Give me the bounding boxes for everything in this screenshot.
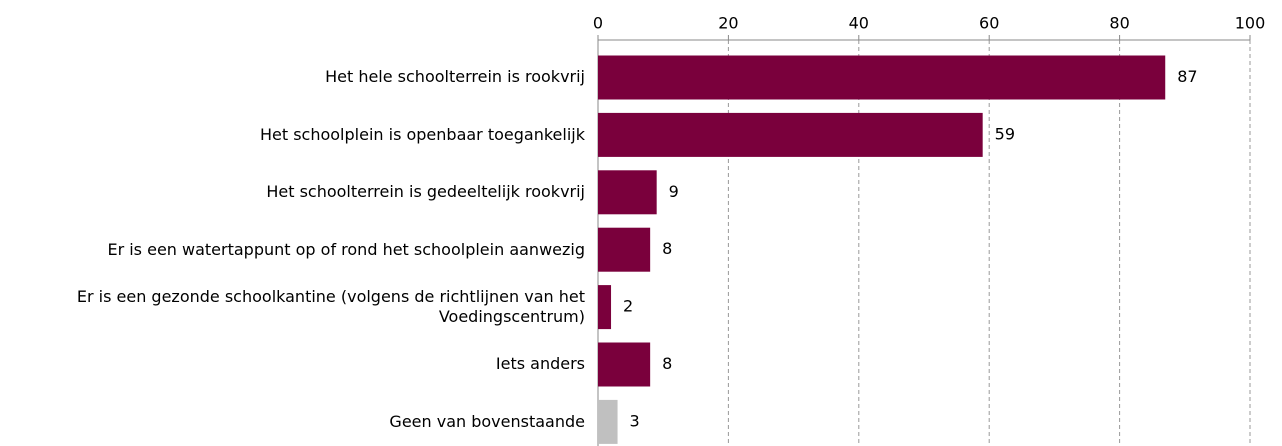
y-tick-label: Iets anders xyxy=(495,354,585,374)
value-label: 8 xyxy=(662,354,672,373)
x-tick-label: 40 xyxy=(849,14,869,33)
value-label: 3 xyxy=(630,411,640,430)
value-label: 59 xyxy=(995,124,1015,143)
y-tick-label: Het hele schoolterrein is rookvrij xyxy=(325,67,585,87)
y-tick-label: Er is een gezonde schoolkantine (volgens… xyxy=(76,287,585,327)
value-label: 9 xyxy=(669,182,679,201)
bar xyxy=(598,55,1166,100)
y-tick-label: Geen van bovenstaande xyxy=(389,411,585,431)
x-tick-label: 20 xyxy=(718,14,738,33)
y-tick-label: Het schoolterrein is gedeeltelijk rookvr… xyxy=(266,182,585,202)
value-label: 87 xyxy=(1177,67,1197,86)
x-tick-label: 100 xyxy=(1235,14,1266,33)
y-tick-label: Er is een watertappunt op of rond het sc… xyxy=(107,239,585,259)
bar xyxy=(598,285,612,330)
bar xyxy=(598,112,983,157)
x-tick-label: 80 xyxy=(1109,14,1129,33)
y-tick-label: Het schoolplein is openbaar toegankelijk xyxy=(259,124,585,144)
value-label: 8 xyxy=(662,239,672,258)
x-tick-label: 0 xyxy=(593,14,603,33)
bar xyxy=(598,170,657,215)
bar xyxy=(598,399,618,444)
bar xyxy=(598,342,651,387)
x-tick-label: 60 xyxy=(979,14,999,33)
bar xyxy=(598,227,651,272)
value-label: 2 xyxy=(623,297,633,316)
